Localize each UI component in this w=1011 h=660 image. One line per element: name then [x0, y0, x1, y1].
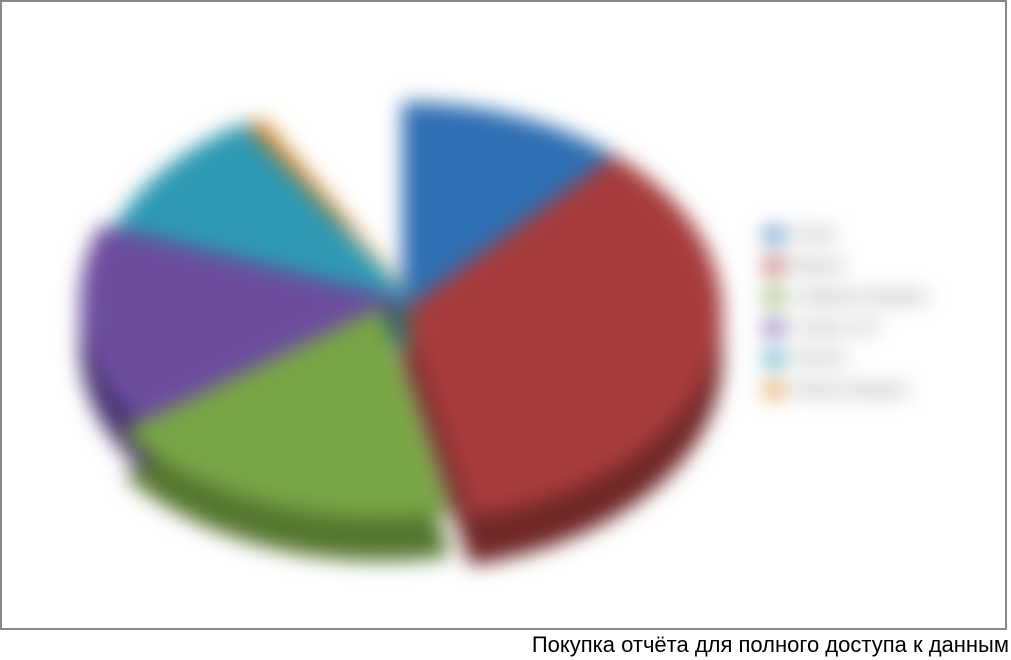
legend-label: Европа [793, 257, 844, 274]
chart-blurred-area: Китай Европа Северная Америка Страны СНГ Япо… [2, 2, 1005, 628]
legend-label: Северная Америка [793, 288, 926, 305]
legend-label: Япония [793, 350, 845, 367]
legend-label: Южная Америка [793, 381, 908, 398]
legend-item: Северная Америка [765, 288, 975, 305]
legend-item: Южная Америка [765, 381, 975, 398]
legend-label: Китай [793, 226, 834, 243]
legend-item: Китай [765, 226, 975, 243]
legend-swatch [765, 259, 783, 273]
legend-swatch [765, 321, 783, 335]
legend-label: Страны СНГ [793, 319, 880, 336]
legend: Китай Европа Северная Америка Страны СНГ Япо… [765, 212, 975, 412]
paywall-caption: Покупка отчёта для полного доступа к дан… [532, 632, 1009, 658]
legend-item: Страны СНГ [765, 319, 975, 336]
legend-item: Европа [765, 257, 975, 274]
legend-item: Япония [765, 350, 975, 367]
legend-swatch [765, 352, 783, 366]
legend-swatch [765, 290, 783, 304]
legend-swatch [765, 228, 783, 242]
pie-chart [82, 102, 722, 522]
chart-frame: Китай Европа Северная Америка Страны СНГ Япо… [0, 0, 1007, 630]
legend-swatch [765, 383, 783, 397]
